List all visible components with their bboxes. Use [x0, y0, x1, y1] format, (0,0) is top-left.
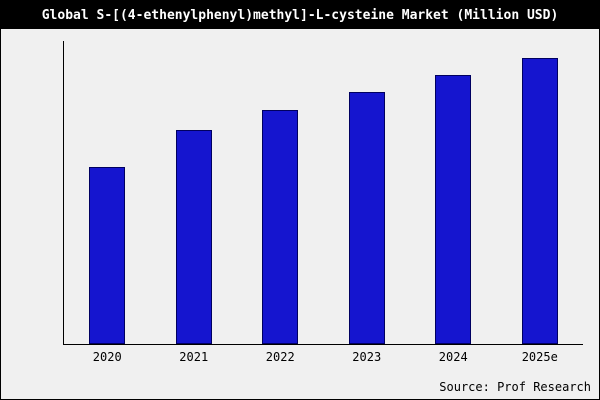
bar-column: 2024 — [433, 41, 473, 364]
x-tick-label: 2025e — [521, 350, 558, 364]
bar-column: 2022 — [260, 41, 300, 364]
chart-title: Global S-[(4-ethenylphenyl)methyl]-L-cys… — [1, 1, 599, 29]
bar-column: 2025e — [520, 41, 560, 364]
x-tick-label: 2023 — [352, 350, 382, 364]
bar-column: 2023 — [347, 41, 387, 364]
bar-columns: 2020 2021 2022 2023 2024 2025e — [64, 41, 583, 364]
x-tick-label: 2022 — [265, 350, 295, 364]
plot-area: 2020 2021 2022 2023 2024 2025e — [63, 41, 583, 364]
bar — [435, 75, 472, 344]
x-tick-label: 2021 — [179, 350, 209, 364]
source-label: Source: Prof Research — [439, 380, 591, 394]
bar-column: 2021 — [174, 41, 214, 364]
x-tick-label: 2020 — [92, 350, 122, 364]
bar — [262, 109, 299, 344]
bar — [175, 129, 212, 344]
x-tick-label: 2024 — [438, 350, 468, 364]
bar — [521, 58, 558, 344]
bar — [89, 166, 126, 344]
bar — [348, 92, 385, 344]
bar-column: 2020 — [87, 41, 127, 364]
